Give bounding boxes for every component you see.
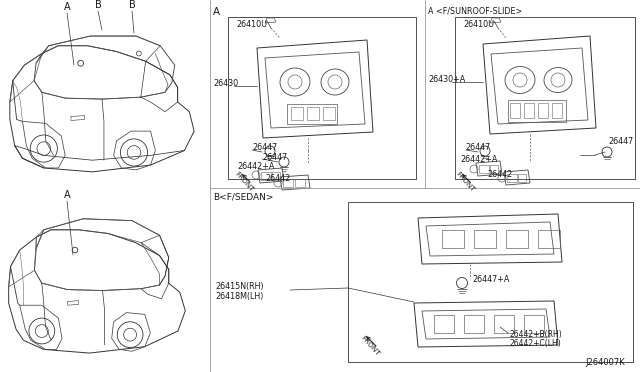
Bar xyxy=(434,315,454,333)
Bar xyxy=(524,315,544,333)
Text: J264007K: J264007K xyxy=(585,358,625,367)
Bar xyxy=(283,179,293,187)
Text: FRONT: FRONT xyxy=(234,171,255,193)
Text: A: A xyxy=(64,190,70,200)
Bar xyxy=(228,17,416,179)
Bar xyxy=(287,104,337,124)
Bar xyxy=(506,230,528,248)
Bar xyxy=(524,103,534,118)
Text: B<F/SEDAN>: B<F/SEDAN> xyxy=(213,193,273,202)
Text: 26415N(RH): 26415N(RH) xyxy=(215,282,264,291)
Text: A <F/SUNROOF-SLIDE>: A <F/SUNROOF-SLIDE> xyxy=(428,7,522,16)
Bar xyxy=(510,103,520,118)
Text: 26430: 26430 xyxy=(213,80,238,89)
Bar xyxy=(490,165,498,173)
Text: A: A xyxy=(213,7,220,17)
Bar xyxy=(494,315,514,333)
Text: 26418M(LH): 26418M(LH) xyxy=(215,292,264,301)
Bar xyxy=(261,172,271,180)
Bar xyxy=(538,230,560,248)
Text: 26410U: 26410U xyxy=(463,20,494,29)
Text: 26442+A: 26442+A xyxy=(237,162,275,171)
Bar xyxy=(464,315,484,333)
Bar xyxy=(442,230,464,248)
Bar xyxy=(295,179,305,187)
Text: FRONT: FRONT xyxy=(360,335,380,357)
Text: 26447+A: 26447+A xyxy=(472,276,509,285)
Text: 26447: 26447 xyxy=(465,144,490,153)
Text: 26447: 26447 xyxy=(608,138,633,147)
Text: 26442+B(RH): 26442+B(RH) xyxy=(510,330,563,339)
Text: 26442+A: 26442+A xyxy=(460,155,497,164)
Bar xyxy=(518,174,526,182)
Text: 26442+C(LH): 26442+C(LH) xyxy=(510,339,562,348)
Text: FRONT: FRONT xyxy=(454,171,476,193)
Text: 26442: 26442 xyxy=(487,170,512,179)
Bar xyxy=(552,103,562,118)
Bar xyxy=(474,230,496,248)
Bar xyxy=(272,172,280,180)
Bar xyxy=(508,100,566,122)
Bar xyxy=(307,107,319,120)
Text: 26447: 26447 xyxy=(252,144,277,153)
Text: 26447: 26447 xyxy=(262,153,287,161)
Bar xyxy=(479,165,489,173)
Bar xyxy=(538,103,548,118)
Text: 26430+A: 26430+A xyxy=(428,76,465,84)
Bar xyxy=(455,17,635,179)
Bar xyxy=(291,107,303,120)
Text: B: B xyxy=(95,0,101,10)
Text: 26410U: 26410U xyxy=(236,20,267,29)
Bar xyxy=(323,107,335,120)
Text: A: A xyxy=(64,2,70,12)
Bar xyxy=(348,202,633,362)
Bar xyxy=(507,174,517,182)
Text: B: B xyxy=(129,0,136,10)
Text: 26442: 26442 xyxy=(265,174,291,183)
